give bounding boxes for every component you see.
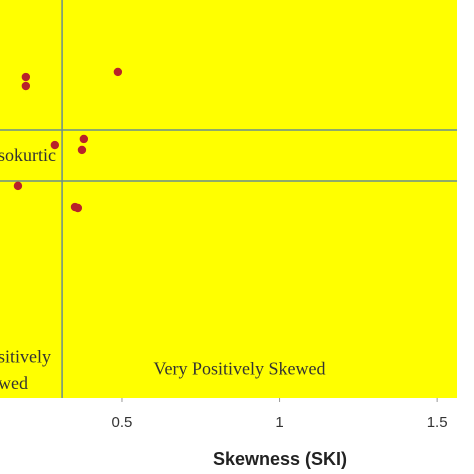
point xyxy=(21,72,31,82)
point xyxy=(21,81,31,91)
point xyxy=(73,203,83,213)
x-tick-label: 1.5 xyxy=(427,414,448,431)
x-tick-label: 0.5 xyxy=(112,414,133,431)
x-axis-label: Skewness (SKI) xyxy=(213,449,347,469)
annotation: Very Positively Skewed xyxy=(153,359,325,379)
point xyxy=(50,140,60,150)
annotation: sokurtic xyxy=(0,145,56,165)
plot-area xyxy=(0,0,457,398)
point xyxy=(113,67,123,77)
point xyxy=(77,145,87,155)
annotation: sitively xyxy=(0,347,51,367)
point xyxy=(13,181,23,191)
annotation: wed xyxy=(0,373,28,393)
point xyxy=(79,134,89,144)
x-tick-label: 1 xyxy=(275,414,283,431)
